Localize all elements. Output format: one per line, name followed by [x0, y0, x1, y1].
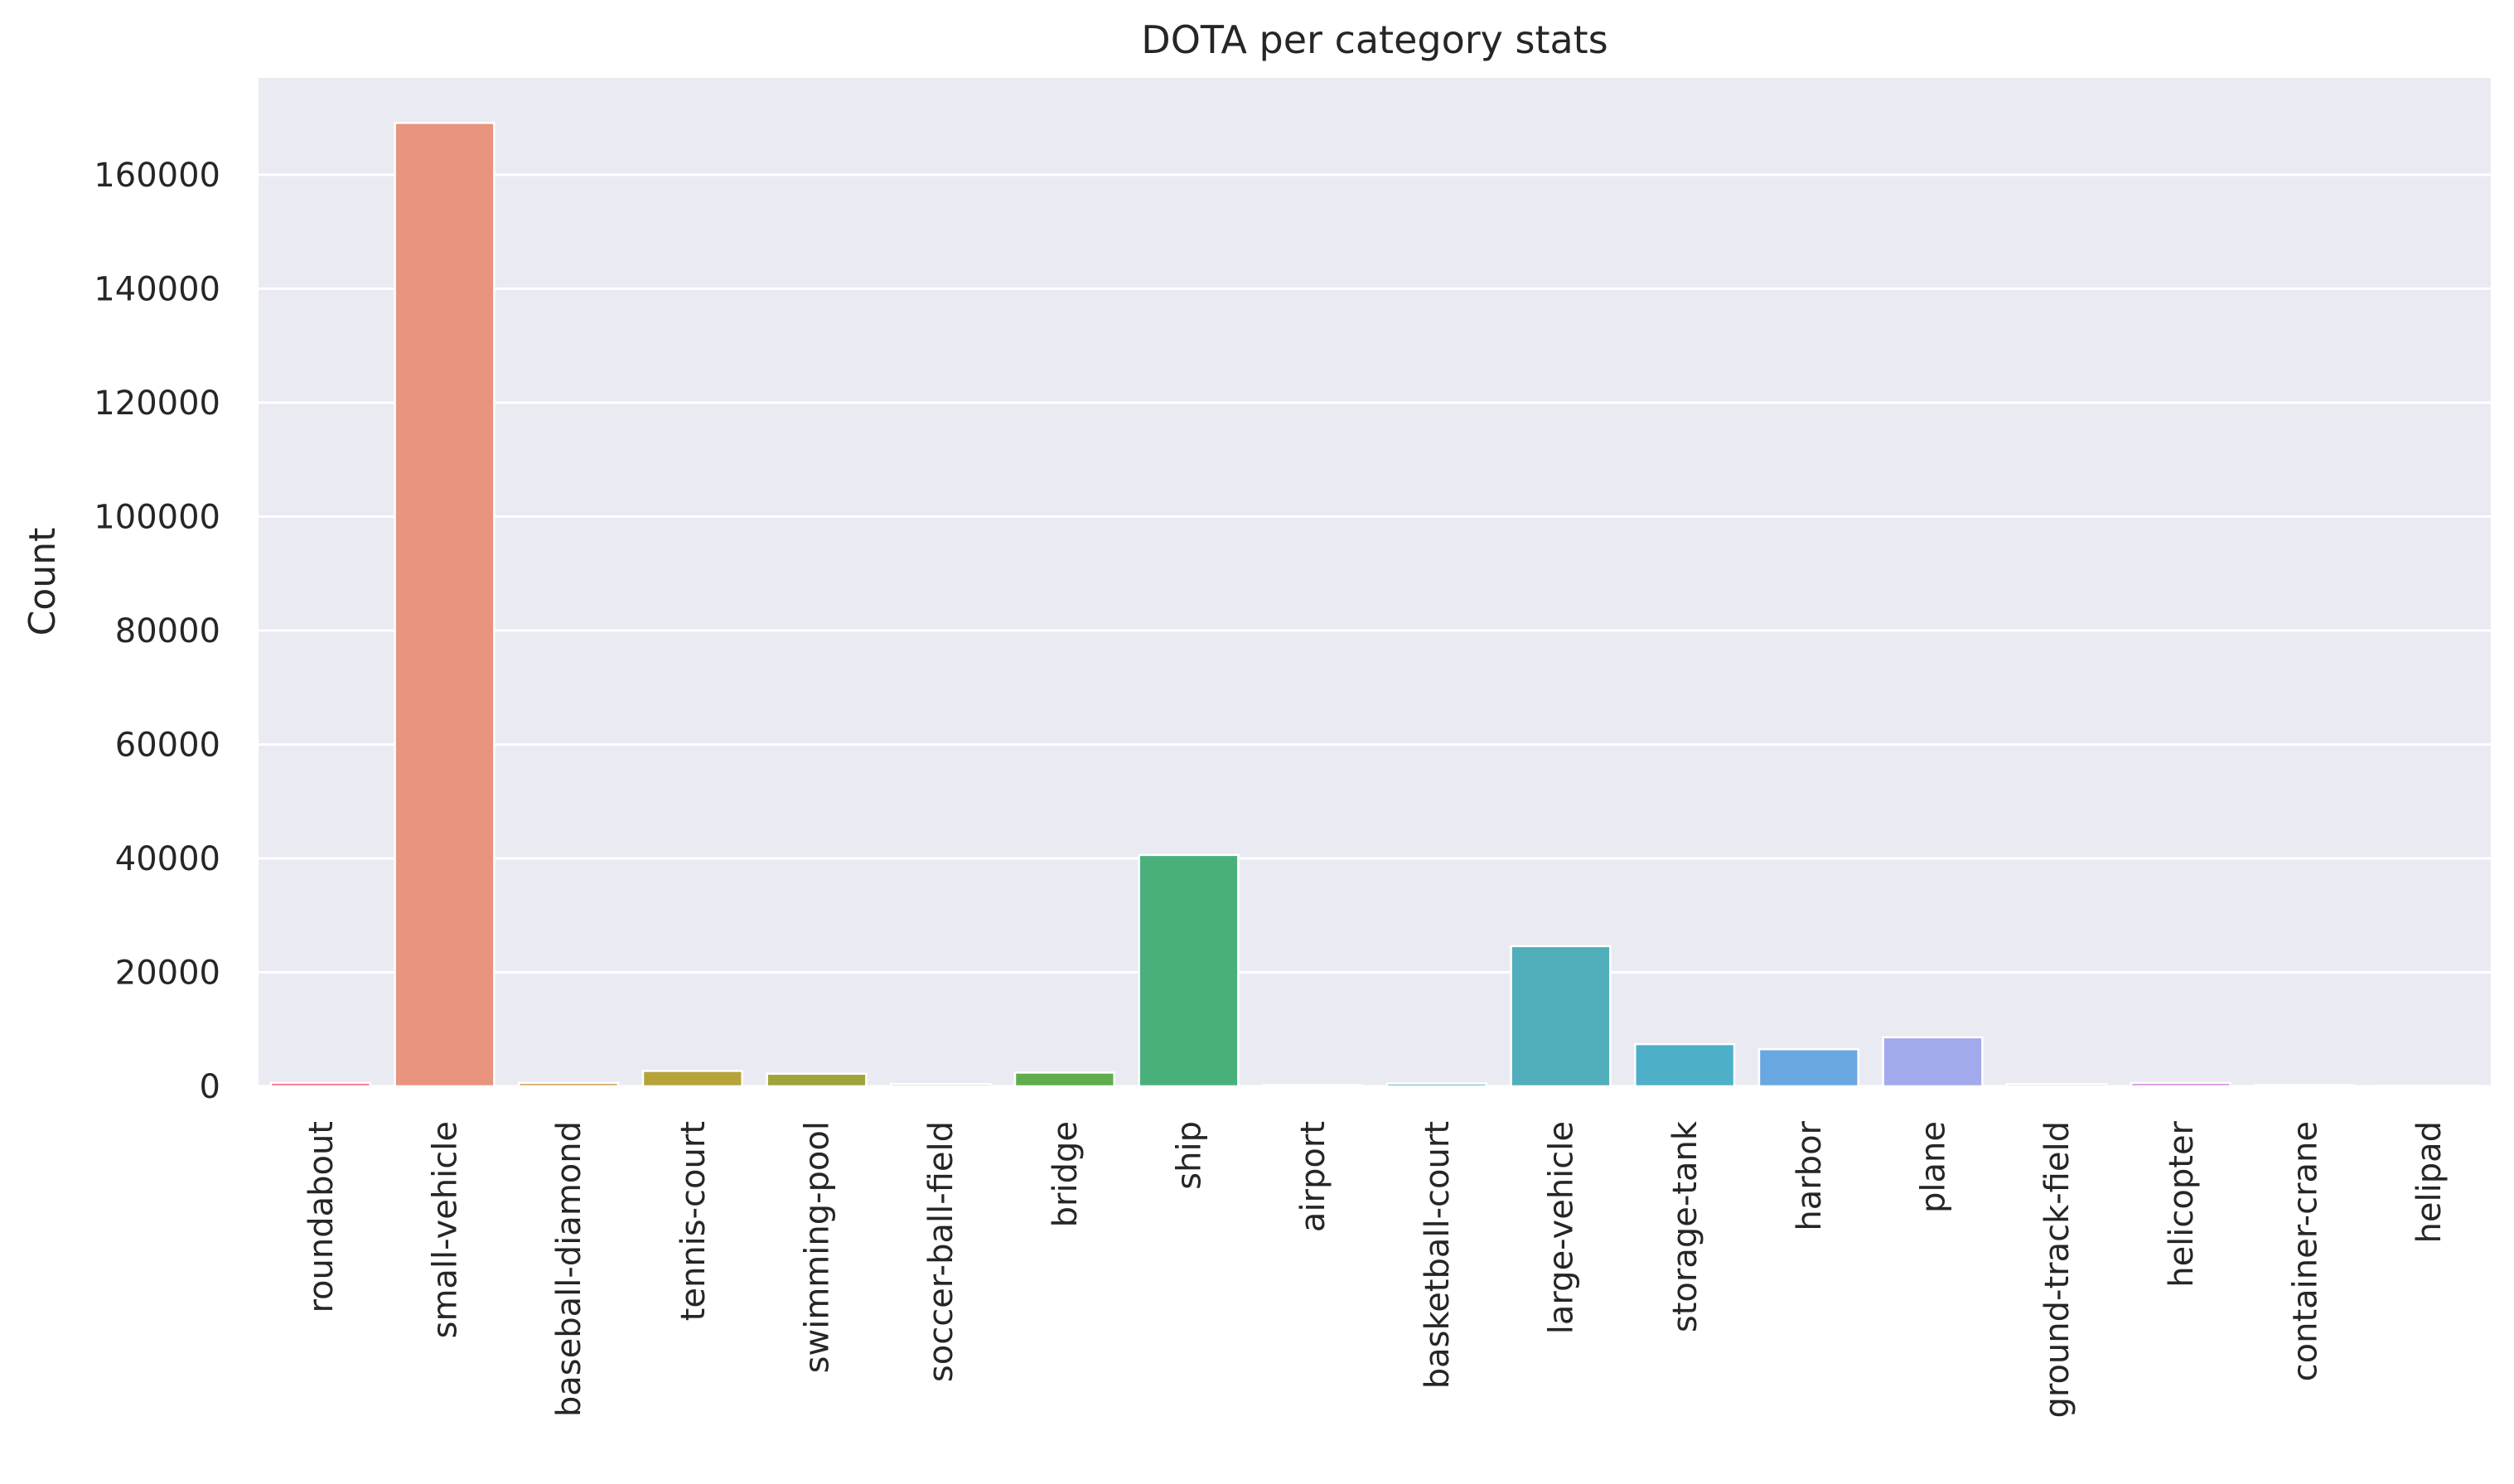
x-tick-label-storage-tank: storage-tank — [1666, 1120, 1704, 1332]
bar-container-crane — [2254, 1084, 2356, 1088]
bar-basketball-court — [1385, 1082, 1487, 1088]
x-tick-label-airport: airport — [1294, 1121, 1332, 1232]
bar-airport — [1262, 1084, 1364, 1088]
bar-tennis-court — [641, 1070, 743, 1088]
x-tick-label-basketball-court: basketball-court — [1419, 1121, 1457, 1389]
y-tick-labels: 0 20000 40000 60000 80000 100000 120000 140000 1… — [94, 157, 220, 1106]
x-tick-label-baseball-diamond: baseball-diamond — [550, 1121, 588, 1417]
x-tick-label-soccer-ball-field: soccer-ball-field — [922, 1121, 960, 1382]
bar-soccer-ball-field — [890, 1082, 992, 1088]
x-tick-label-ship: ship — [1171, 1121, 1209, 1190]
y-tick-label: 60000 — [115, 726, 220, 764]
x-tick-label-container-crane: container-crane — [2287, 1121, 2325, 1381]
x-tick-label-roundabout: roundabout — [302, 1121, 341, 1313]
y-axis-label: Count — [22, 528, 64, 636]
x-tick-label-large-vehicle: large-vehicle — [1543, 1121, 1581, 1334]
y-tick-label: 0 — [200, 1068, 220, 1106]
x-tick-label-harbor: harbor — [1791, 1120, 1829, 1230]
x-tick-labels: roundabout small-vehicle baseball-diamond t… — [302, 1120, 2449, 1418]
bar-harbor — [1757, 1048, 1859, 1088]
y-tick-label: 120000 — [94, 384, 220, 423]
x-tick-label-tennis-court: tennis-court — [674, 1121, 713, 1321]
x-tick-label-helipad: helipad — [2410, 1121, 2449, 1243]
x-tick-label-plane: plane — [1915, 1121, 1953, 1213]
bar-storage-tank — [1634, 1042, 1736, 1088]
y-tick-label: 40000 — [115, 840, 220, 878]
y-tick-label: 140000 — [94, 270, 220, 308]
bar-bridge — [1013, 1071, 1115, 1088]
bar-baseball-diamond — [518, 1081, 620, 1088]
bar-ship — [1138, 853, 1240, 1088]
plot-background — [259, 78, 2491, 1086]
x-tick-label-helicopter: helicopter — [2163, 1120, 2201, 1287]
bar-helicopter — [2130, 1081, 2231, 1088]
bar-plane — [1882, 1036, 1984, 1088]
bar-small-vehicle — [394, 122, 496, 1088]
bar-large-vehicle — [1510, 945, 1612, 1088]
x-tick-label-small-vehicle: small-vehicle — [427, 1121, 465, 1338]
y-tick-label: 100000 — [94, 498, 220, 536]
y-tick-label: 20000 — [115, 954, 220, 992]
chart-title: DOTA per category stats — [1141, 17, 1608, 62]
gridlines — [259, 173, 2491, 1088]
bar-helipad — [2378, 1085, 2480, 1088]
x-tick-label-swimming-pool: swimming-pool — [799, 1121, 837, 1373]
x-tick-label-ground-track-field: ground-track-field — [2038, 1121, 2076, 1419]
y-tick-label: 80000 — [115, 612, 220, 650]
bars — [269, 122, 2480, 1088]
bar-roundabout — [269, 1081, 371, 1088]
bar-swimming-pool — [766, 1072, 868, 1088]
bar-ground-track-field — [2006, 1082, 2108, 1088]
y-tick-label: 160000 — [94, 157, 220, 195]
x-tick-label-bridge: bridge — [1047, 1121, 1085, 1227]
